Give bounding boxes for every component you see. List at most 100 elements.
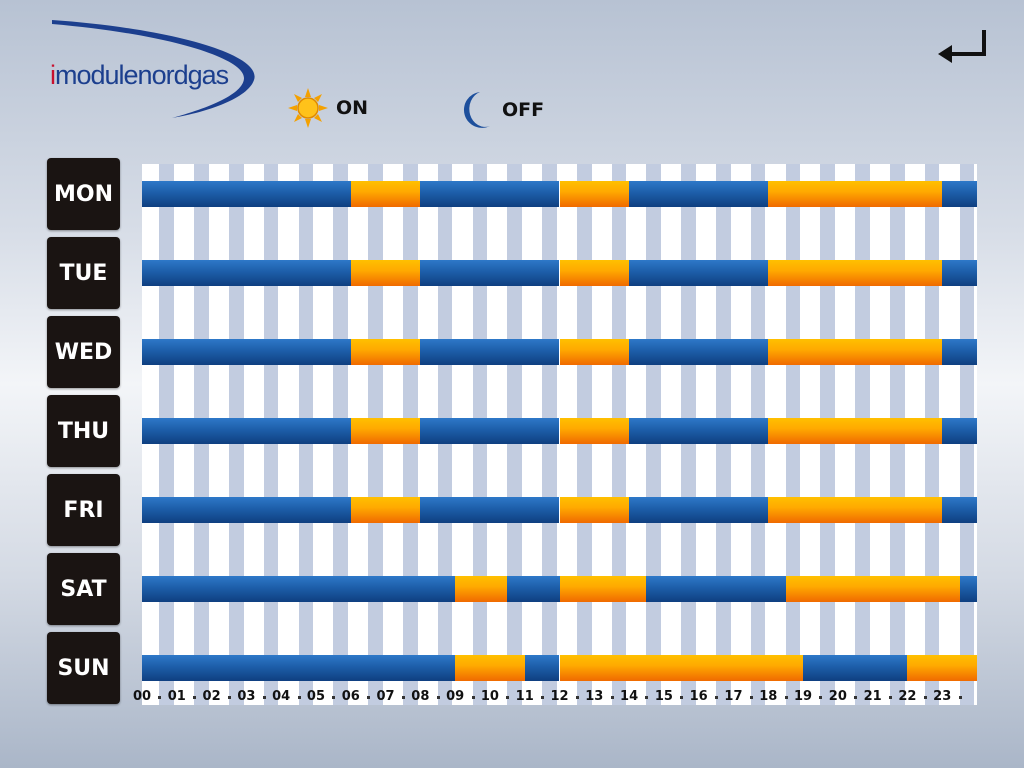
hour-tick	[332, 696, 336, 699]
schedule-segment-off[interactable]	[420, 497, 560, 523]
hour-tick	[367, 696, 371, 699]
schedule-track-mon[interactable]	[142, 181, 977, 207]
schedule-segment-off[interactable]	[942, 418, 977, 444]
hour-tick	[506, 696, 510, 699]
hour-label: 20	[828, 689, 847, 704]
hour-tick	[227, 696, 231, 699]
hour-label: 13	[585, 689, 604, 704]
schedule-segment-on[interactable]	[768, 181, 943, 207]
schedule-segment-off[interactable]	[142, 497, 351, 523]
schedule-segment-on[interactable]	[559, 260, 630, 286]
schedule-segment-off[interactable]	[507, 576, 560, 602]
schedule-segment-off[interactable]	[629, 339, 769, 365]
hour-tick	[575, 696, 579, 699]
schedule-segment-off[interactable]	[420, 418, 560, 444]
schedule-segment-on[interactable]	[455, 576, 508, 602]
brand-logo: imodulenordgas	[48, 14, 263, 124]
hour-tick	[297, 696, 301, 699]
schedule-track-wed[interactable]	[142, 339, 977, 365]
schedule-segment-on[interactable]	[785, 576, 960, 602]
sun-icon	[288, 88, 328, 128]
schedule-segment-on[interactable]	[350, 181, 421, 207]
day-button-tue[interactable]: TUE	[47, 237, 120, 309]
hour-tick	[645, 696, 649, 699]
hour-tick	[436, 696, 440, 699]
schedule-track-tue[interactable]	[142, 260, 977, 286]
schedule-segment-on[interactable]	[768, 339, 943, 365]
schedule-segment-off[interactable]	[629, 181, 769, 207]
day-button-thu[interactable]: THU	[47, 395, 120, 467]
day-button-mon[interactable]: MON	[47, 158, 120, 230]
hour-label: 04	[272, 689, 291, 704]
schedule-segment-on[interactable]	[559, 655, 804, 681]
schedule-segment-on[interactable]	[350, 497, 421, 523]
schedule-segment-on[interactable]	[350, 418, 421, 444]
hour-tick	[262, 696, 266, 699]
schedule-segment-off[interactable]	[629, 260, 769, 286]
schedule-segment-off[interactable]	[803, 655, 908, 681]
back-button[interactable]	[930, 24, 992, 70]
hour-tick	[471, 696, 475, 699]
schedule-segment-off[interactable]	[524, 655, 560, 681]
schedule-segment-on[interactable]	[350, 260, 421, 286]
hour-label: 10	[480, 689, 499, 704]
schedule-segment-on[interactable]	[907, 655, 977, 681]
legend-off-label: OFF	[502, 99, 545, 121]
hour-tick	[819, 696, 823, 699]
legend-off: OFF	[456, 90, 544, 130]
hour-label: 05	[306, 689, 325, 704]
hour-label: 11	[515, 689, 534, 704]
schedule-segment-on[interactable]	[559, 339, 630, 365]
hour-tick	[784, 696, 788, 699]
schedule-segment-off[interactable]	[420, 181, 560, 207]
schedule-track-sat[interactable]	[142, 576, 977, 602]
schedule-grid[interactable]	[142, 164, 977, 705]
schedule-segment-on[interactable]	[559, 181, 630, 207]
hour-tick	[958, 696, 962, 699]
schedule-segment-off[interactable]	[646, 576, 786, 602]
schedule-track-sun[interactable]	[142, 655, 977, 681]
hour-label: 19	[793, 689, 813, 704]
schedule-segment-off[interactable]	[942, 497, 977, 523]
schedule-segment-on[interactable]	[350, 339, 421, 365]
hour-tick	[193, 696, 197, 699]
schedule-segment-on[interactable]	[559, 418, 630, 444]
schedule-segment-on[interactable]	[559, 576, 647, 602]
schedule-segment-off[interactable]	[629, 418, 769, 444]
day-button-wed[interactable]: WED	[47, 316, 120, 388]
schedule-track-thu[interactable]	[142, 418, 977, 444]
schedule-segment-off[interactable]	[142, 339, 351, 365]
day-button-fri[interactable]: FRI	[47, 474, 120, 546]
schedule-segment-off[interactable]	[959, 576, 977, 602]
schedule-segment-on[interactable]	[559, 497, 630, 523]
hour-label: 01	[167, 689, 186, 704]
schedule-segment-off[interactable]	[942, 339, 977, 365]
schedule-segment-off[interactable]	[420, 339, 560, 365]
schedule-segment-off[interactable]	[420, 260, 560, 286]
schedule-track-fri[interactable]	[142, 497, 977, 523]
moon-icon	[463, 92, 490, 128]
hour-tick	[889, 696, 893, 699]
day-button-sat[interactable]: SAT	[47, 553, 120, 625]
schedule-segment-off[interactable]	[142, 418, 351, 444]
return-arrow-icon	[938, 30, 986, 63]
hour-label: 03	[237, 689, 256, 704]
schedule-segment-off[interactable]	[142, 260, 351, 286]
schedule-segment-off[interactable]	[142, 576, 456, 602]
schedule-segment-off[interactable]	[142, 655, 456, 681]
day-button-sun[interactable]: SUN	[47, 632, 120, 704]
schedule-segment-on[interactable]	[768, 418, 943, 444]
schedule-segment-off[interactable]	[942, 260, 977, 286]
schedule-segment-on[interactable]	[768, 497, 943, 523]
schedule-segment-on[interactable]	[455, 655, 525, 681]
schedule-segment-off[interactable]	[629, 497, 769, 523]
schedule-segment-on[interactable]	[768, 260, 943, 286]
hour-tick	[680, 696, 684, 699]
schedule-segment-off[interactable]	[142, 181, 351, 207]
hour-label: 07	[376, 689, 395, 704]
hour-label: 00	[132, 689, 152, 704]
schedule-segment-off[interactable]	[942, 181, 977, 207]
hour-label: 17	[724, 689, 743, 704]
hour-tick	[541, 696, 545, 699]
hour-label: 15	[654, 689, 673, 704]
